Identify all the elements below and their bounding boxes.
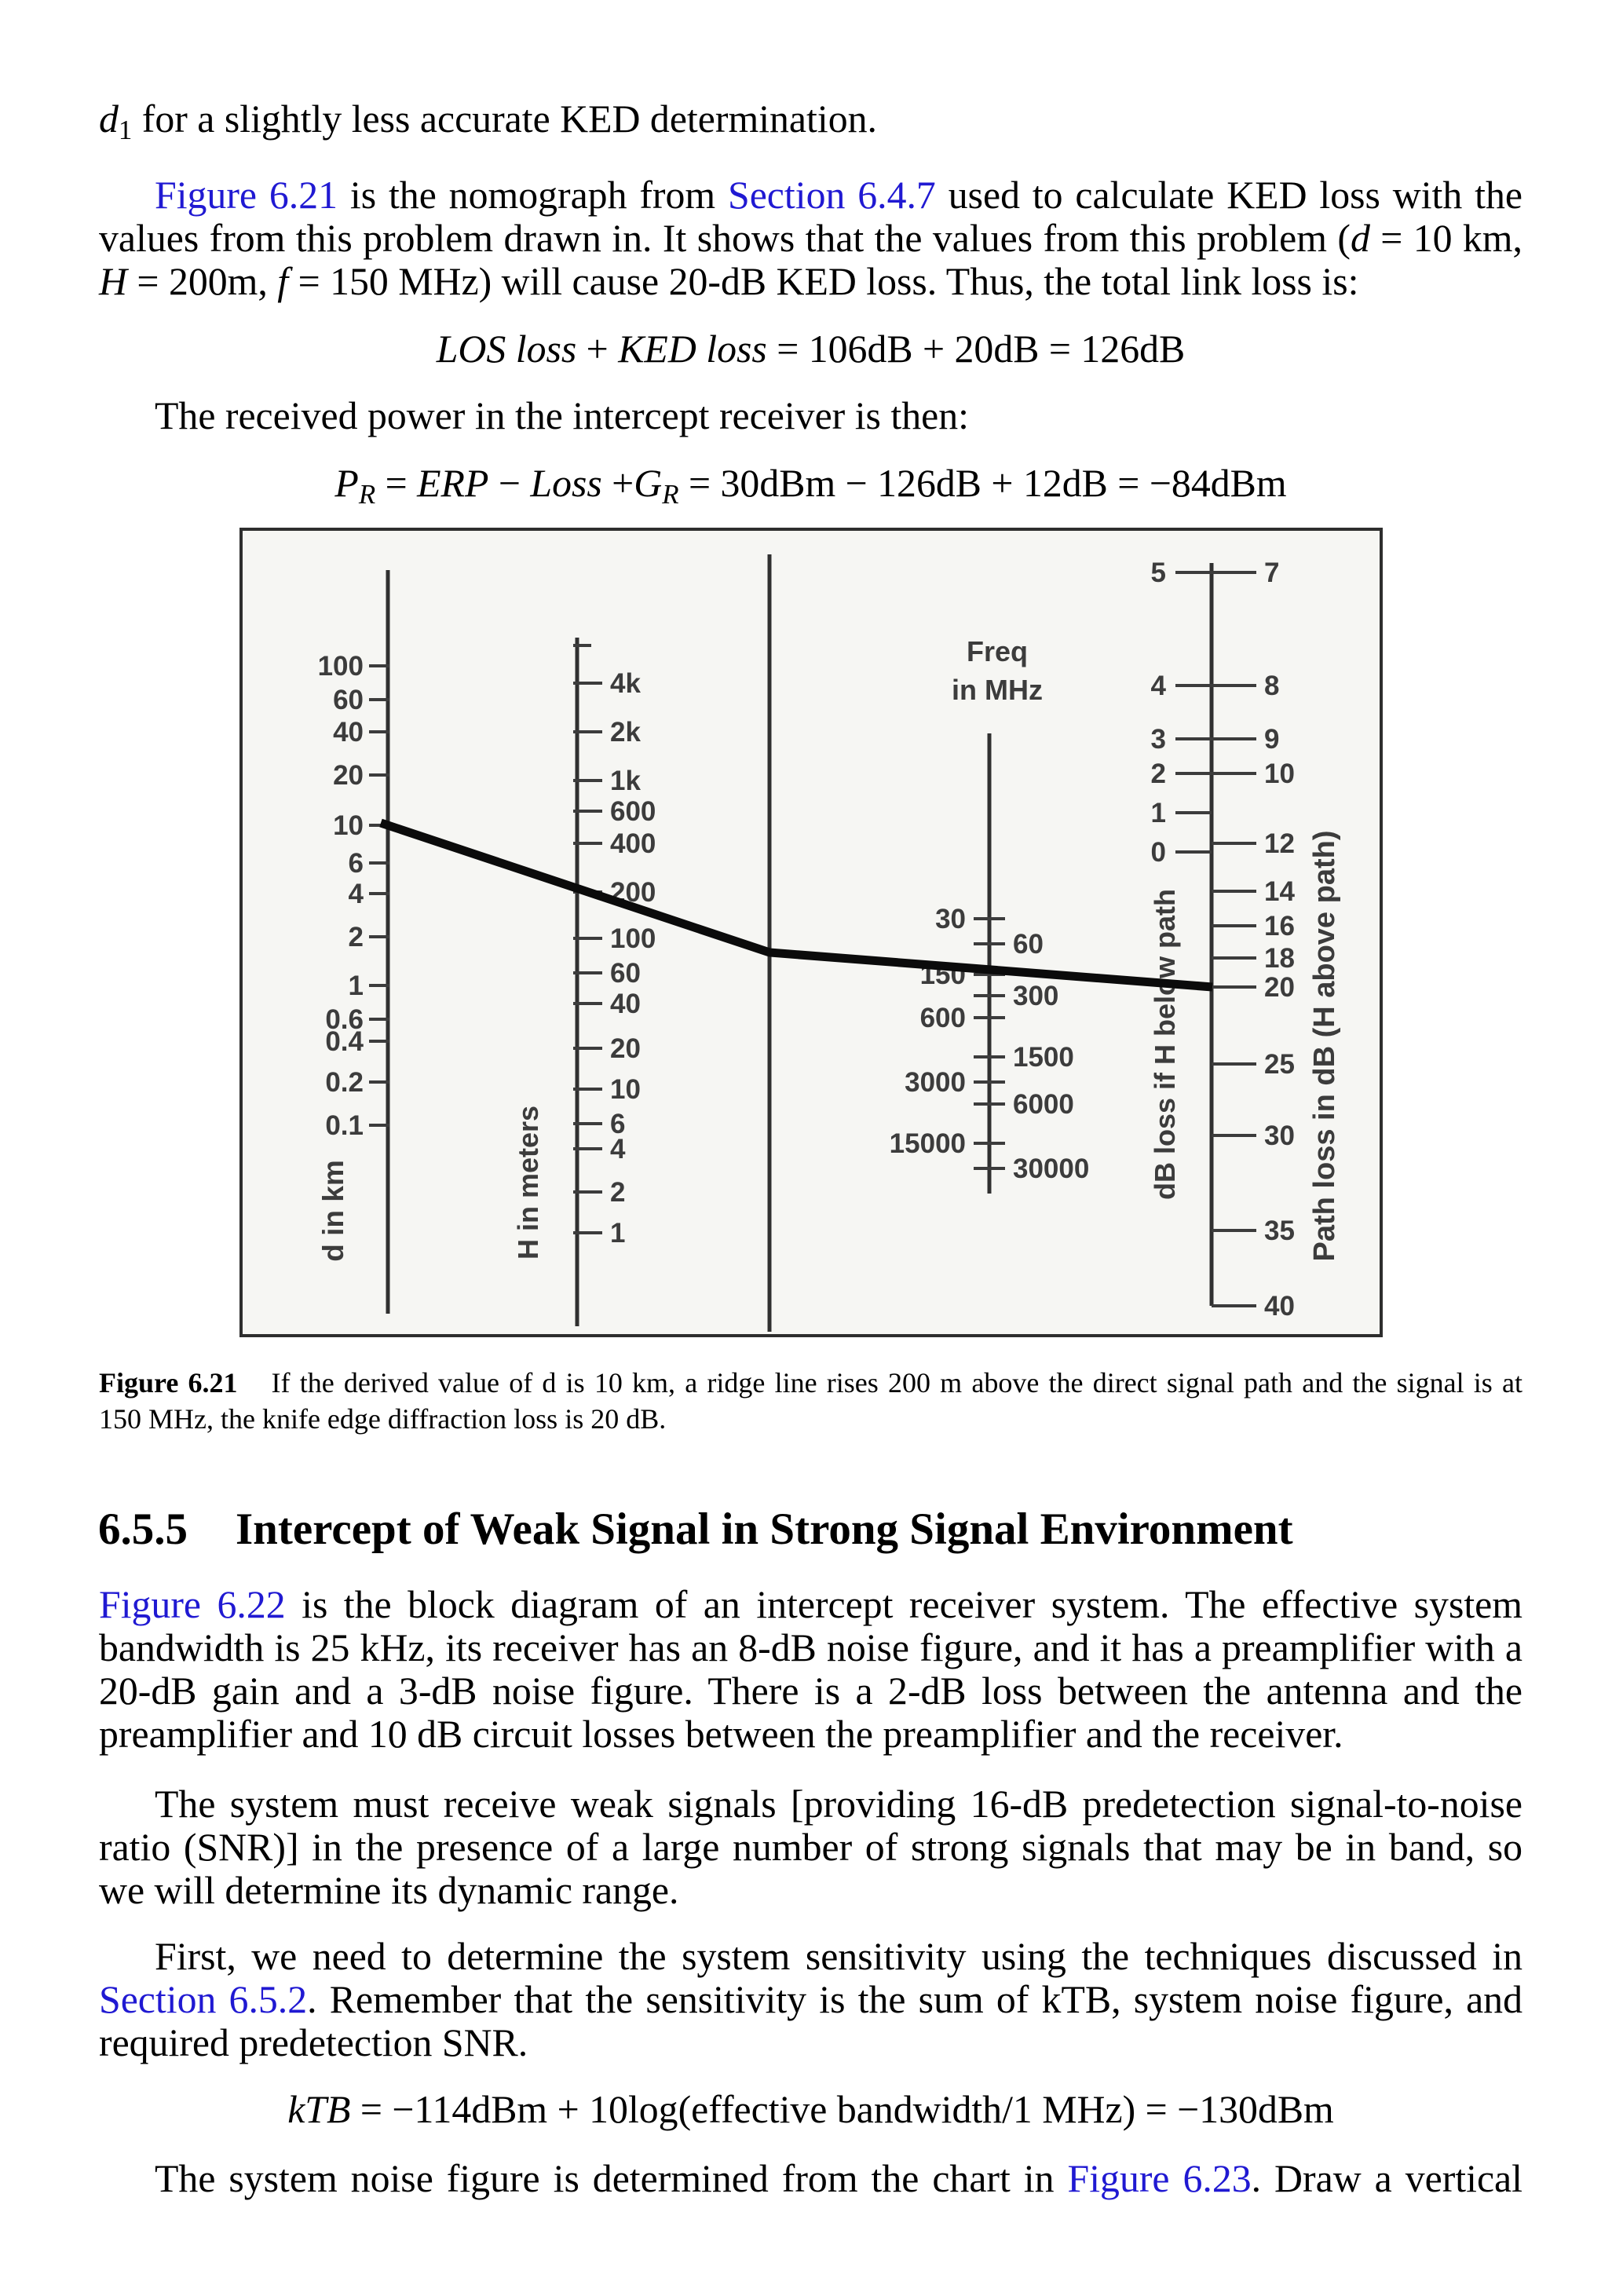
svg-text:9: 9 <box>1264 724 1279 755</box>
svg-text:1: 1 <box>1151 798 1166 828</box>
svg-text:20: 20 <box>333 760 364 791</box>
svg-text:18: 18 <box>1264 943 1295 974</box>
svg-text:Freq: Freq <box>967 635 1028 667</box>
svg-text:400: 400 <box>610 828 656 859</box>
svg-text:40: 40 <box>610 989 641 1019</box>
svg-text:14: 14 <box>1264 876 1295 907</box>
svg-text:2: 2 <box>1151 759 1166 789</box>
svg-text:60: 60 <box>333 685 364 715</box>
svg-text:30: 30 <box>935 904 966 934</box>
svg-text:1: 1 <box>349 971 364 1001</box>
svg-text:15000: 15000 <box>890 1128 966 1159</box>
svg-text:7: 7 <box>1264 558 1279 588</box>
svg-text:0.6: 0.6 <box>325 1004 364 1035</box>
svg-text:25: 25 <box>1264 1049 1295 1080</box>
svg-text:10: 10 <box>610 1074 641 1105</box>
svg-text:30: 30 <box>1264 1121 1295 1151</box>
svg-text:Path loss in dB (H above path): Path loss in dB (H above path) <box>1308 831 1341 1262</box>
svg-text:100: 100 <box>610 923 656 954</box>
svg-text:5: 5 <box>1151 558 1166 588</box>
svg-text:100: 100 <box>318 651 364 682</box>
svg-text:6: 6 <box>610 1109 625 1139</box>
svg-text:12: 12 <box>1264 828 1295 859</box>
svg-text:1: 1 <box>610 1218 625 1249</box>
svg-text:8: 8 <box>1264 671 1279 701</box>
svg-text:20: 20 <box>610 1033 641 1064</box>
svg-text:1k: 1k <box>610 766 641 796</box>
svg-text:2k: 2k <box>610 717 641 748</box>
svg-text:d in km: d in km <box>317 1160 349 1262</box>
svg-text:dB loss if H below path: dB loss if H below path <box>1149 889 1181 1200</box>
svg-text:2: 2 <box>610 1177 625 1208</box>
svg-text:35: 35 <box>1264 1216 1295 1246</box>
svg-text:0: 0 <box>1151 837 1166 868</box>
svg-text:2: 2 <box>349 922 364 952</box>
svg-text:20: 20 <box>1264 972 1295 1003</box>
svg-text:3000: 3000 <box>905 1067 966 1098</box>
svg-text:6: 6 <box>349 848 364 879</box>
svg-text:30000: 30000 <box>1013 1153 1089 1184</box>
svg-text:16: 16 <box>1264 911 1295 941</box>
svg-text:4: 4 <box>610 1134 626 1164</box>
svg-text:0.4: 0.4 <box>325 1026 364 1057</box>
svg-text:60: 60 <box>610 958 641 989</box>
svg-text:4k: 4k <box>610 668 641 699</box>
svg-text:10: 10 <box>333 810 364 841</box>
svg-text:600: 600 <box>920 1003 966 1033</box>
svg-text:1500: 1500 <box>1013 1042 1074 1073</box>
svg-text:600: 600 <box>610 796 656 827</box>
svg-text:6000: 6000 <box>1013 1089 1074 1120</box>
svg-text:60: 60 <box>1013 929 1044 960</box>
svg-text:in MHz: in MHz <box>952 674 1043 706</box>
svg-text:4: 4 <box>349 879 364 909</box>
svg-text:40: 40 <box>1264 1291 1295 1322</box>
svg-text:10: 10 <box>1264 759 1295 789</box>
svg-text:0.1: 0.1 <box>325 1110 364 1141</box>
svg-text:40: 40 <box>333 717 364 748</box>
svg-text:300: 300 <box>1013 981 1058 1011</box>
svg-text:4: 4 <box>1151 671 1167 701</box>
svg-text:H in meters: H in meters <box>512 1106 544 1260</box>
svg-text:0.2: 0.2 <box>325 1067 364 1098</box>
svg-text:3: 3 <box>1151 724 1166 755</box>
